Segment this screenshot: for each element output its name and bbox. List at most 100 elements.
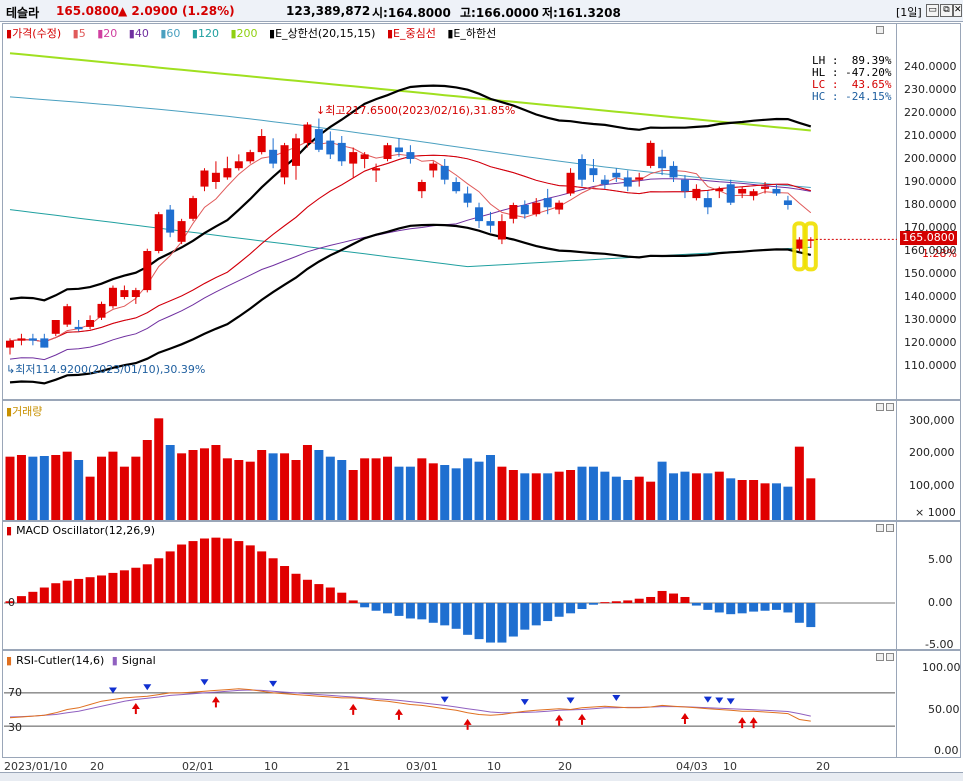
- buy-signal-arrow: [555, 714, 564, 721]
- macd-panel-maximize[interactable]: [876, 524, 884, 532]
- candle-body: [303, 124, 312, 143]
- macd-bar: [577, 603, 587, 610]
- macd-bar: [508, 603, 518, 637]
- macd-bar: [600, 602, 610, 604]
- price-tick-label: 210.0000: [904, 129, 957, 142]
- volume-bar: [119, 466, 129, 520]
- volume-bar: [737, 480, 747, 520]
- macd-bar: [268, 558, 278, 603]
- macd-bar: [726, 603, 736, 615]
- x-label-0420: 20: [816, 760, 830, 773]
- volume-panel-close[interactable]: [886, 403, 894, 411]
- macd-bar: [177, 544, 187, 603]
- ma40-line: [9, 178, 811, 361]
- candle-body: [234, 161, 243, 169]
- volume-bar: [588, 466, 598, 520]
- volume-bar: [268, 453, 278, 520]
- buy-signal-arrow: [211, 696, 220, 703]
- title-bar: 테슬라 165.0800 ▲ 2.0900 (1.28%) 123,389,87…: [0, 0, 963, 22]
- macd-bar: [51, 583, 61, 603]
- legend-center-band: ▮E_중심선: [386, 27, 436, 40]
- candle-body: [703, 198, 712, 208]
- candle-body: [543, 198, 552, 208]
- candle-body: [715, 188, 724, 192]
- volume-bar: [726, 478, 736, 520]
- candle-body: [17, 338, 26, 341]
- macd-bar: [646, 596, 656, 603]
- rsi-panel-close[interactable]: [886, 653, 894, 661]
- horizontal-scrollbar[interactable]: [0, 772, 963, 781]
- candle-body: [589, 168, 598, 176]
- ma20-line: [9, 154, 811, 343]
- stat-hl: HL : -47.20%: [812, 66, 892, 79]
- macd-bar: [680, 596, 690, 603]
- volume-bar: [97, 456, 107, 520]
- candle-body: [6, 340, 14, 348]
- macd-bar: [485, 603, 495, 643]
- current-price: 165.0800: [56, 4, 120, 18]
- price-tick-label: 160.0000: [904, 244, 957, 257]
- restore-button[interactable]: ⧉: [940, 4, 953, 17]
- macd-bar: [302, 579, 312, 603]
- period-selector[interactable]: [1일]: [896, 6, 922, 19]
- volume-bar: [714, 471, 724, 520]
- legend-ma40: ▮40: [128, 27, 149, 40]
- volume-bar: [428, 463, 438, 520]
- macd-bar: [771, 603, 781, 610]
- macd-panel-close[interactable]: [886, 524, 894, 532]
- rsi-panel[interactable]: [2, 650, 897, 758]
- price-tick-label: 130.0000: [904, 313, 957, 326]
- volume-bar: [280, 453, 290, 520]
- x-label-0210: 10: [264, 760, 278, 773]
- price-panel-maximize[interactable]: [876, 26, 884, 34]
- candle-body: [795, 239, 804, 249]
- rsi-tick-0: 0.00: [934, 744, 959, 757]
- macd-legend: ▮ MACD Oscillator(12,26,9): [6, 524, 156, 537]
- candle-body: [749, 191, 758, 196]
- price-tick-label: 140.0000: [904, 290, 957, 303]
- candle-body: [429, 163, 438, 171]
- rsi-signal-line: [9, 689, 811, 718]
- buy-signal-arrow: [738, 717, 747, 724]
- macd-bar: [39, 587, 49, 603]
- candle-body: [63, 306, 72, 325]
- candle-body: [257, 136, 266, 153]
- legend-ma200: ▮200: [230, 27, 258, 40]
- volume-axis: [897, 400, 961, 521]
- candle-body: [646, 142, 655, 166]
- minimize-button[interactable]: ▭: [926, 4, 939, 17]
- macd-bar: [474, 603, 484, 640]
- ma5-line: [9, 140, 812, 343]
- volume-bar: [451, 468, 461, 520]
- volume-bar: [691, 473, 701, 520]
- x-label-0201: 02/01: [182, 760, 214, 773]
- rsi-level-30: 30: [8, 721, 22, 734]
- price-tick-label: 230.0000: [904, 83, 957, 96]
- candle-body: [189, 198, 198, 219]
- volume-bar: [703, 473, 713, 520]
- legend-lower-band: ▮E_하한선: [447, 27, 497, 40]
- x-label-0410: 10: [723, 760, 737, 773]
- x-label-0403: 04/03: [676, 760, 708, 773]
- candle-body: [292, 138, 300, 166]
- stat-lh: LH : 89.39%: [812, 54, 892, 67]
- stat-lc: LC : 43.65%: [812, 78, 892, 91]
- sell-signal-arrow: [703, 696, 712, 703]
- x-label-0301: 03/01: [406, 760, 438, 773]
- close-button[interactable]: ✕: [953, 4, 962, 17]
- candle-body: [486, 221, 495, 226]
- volume-bar: [108, 451, 118, 520]
- rsi-legend: ▮ RSI-Cutler(14,6) ▮ Signal: [6, 654, 156, 667]
- macd-bar: [623, 600, 633, 603]
- macd-bar: [154, 558, 164, 603]
- candle-body: [463, 193, 472, 203]
- macd-bar: [314, 584, 324, 603]
- volume-bar: [806, 478, 816, 520]
- macd-bar: [737, 603, 747, 614]
- sell-signal-arrow: [726, 698, 735, 705]
- price-tick-label: 120.0000: [904, 336, 957, 349]
- last-price-tag: 165.0800: [900, 231, 957, 245]
- volume-panel-maximize[interactable]: [876, 403, 884, 411]
- rsi-panel-maximize[interactable]: [876, 653, 884, 661]
